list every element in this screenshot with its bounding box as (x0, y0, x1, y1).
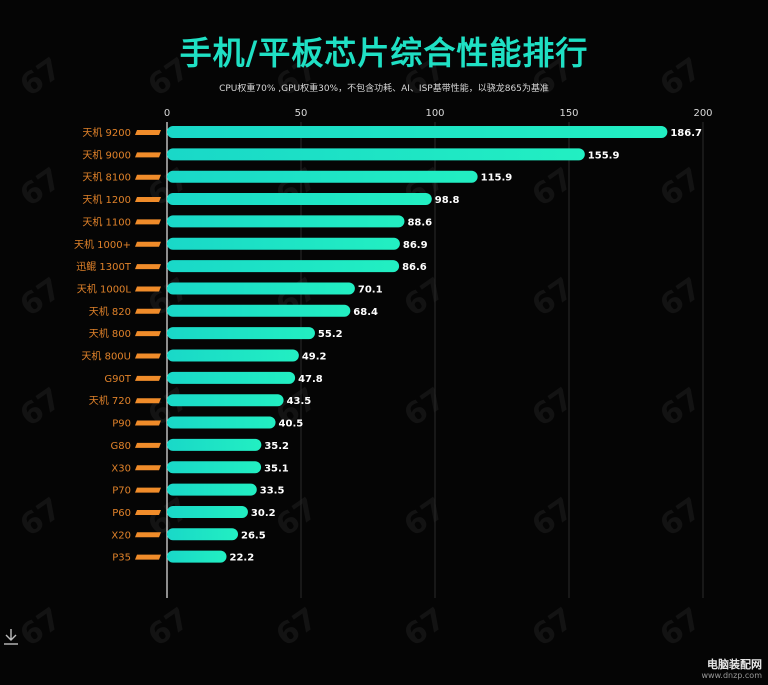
value-label: 33.5 (260, 486, 285, 497)
chart-title: 手机/平板芯片综合性能排行 (179, 34, 589, 72)
chip-badge-icon (135, 465, 161, 471)
download-icon[interactable] (3, 628, 19, 646)
chip-badge-icon (135, 509, 161, 515)
x-tick-label: 200 (693, 108, 712, 119)
bar (167, 282, 355, 295)
value-label: 86.6 (402, 262, 427, 273)
category-label: 天机 800 (89, 327, 131, 340)
value-label: 115.9 (481, 173, 513, 184)
category-label: 天机 1200 (82, 193, 131, 206)
bar (167, 416, 276, 429)
value-label: 40.5 (279, 419, 304, 430)
category-label: 迅鲲 1300T (76, 260, 132, 273)
value-label: 30.2 (251, 508, 276, 519)
bar (167, 237, 400, 250)
bar (167, 215, 405, 228)
value-label: 98.8 (435, 195, 460, 206)
value-label: 155.9 (588, 150, 620, 161)
chip-badge-icon (135, 353, 161, 359)
chip-badge-icon (135, 219, 161, 225)
bar (167, 528, 239, 541)
bar (167, 349, 299, 362)
bar (167, 438, 262, 451)
value-label: 186.7 (670, 128, 702, 139)
category-label: 天机 9200 (82, 126, 131, 139)
x-tick-label: 150 (559, 108, 578, 119)
chip-badge-icon (135, 174, 161, 180)
chip-badge-icon (135, 487, 161, 493)
bar (167, 483, 257, 496)
site-url: www.dnzp.com (701, 671, 763, 680)
category-label: P60 (112, 508, 131, 519)
chart-subtitle: CPU权重70% ,GPU权重30%，不包含功耗、AI、ISP基带性能，以骁龙8… (219, 84, 549, 94)
bar (167, 505, 248, 518)
bar (167, 461, 262, 474)
value-label: 49.2 (302, 352, 327, 363)
site-name: 电脑装配网 (707, 658, 762, 671)
chip-badge-icon (135, 197, 161, 203)
bar (167, 260, 400, 273)
value-label: 35.1 (264, 463, 289, 474)
category-label: X20 (111, 530, 131, 541)
category-label: P35 (112, 553, 131, 564)
bar (167, 394, 284, 407)
x-tick-label: 0 (164, 108, 170, 119)
chip-badge-icon (135, 286, 161, 292)
value-label: 35.2 (264, 441, 289, 452)
category-label: P90 (112, 419, 131, 430)
category-label: 天机 9000 (82, 148, 131, 161)
x-tick-label: 50 (295, 108, 308, 119)
chip-badge-icon (135, 442, 161, 448)
value-label: 43.5 (287, 396, 312, 407)
value-label: 86.9 (403, 240, 428, 251)
category-label: 天机 820 (89, 305, 131, 318)
value-label: 26.5 (241, 530, 266, 541)
bar (167, 327, 315, 340)
bar (167, 193, 432, 206)
chip-badge-icon (135, 331, 161, 337)
category-label: X30 (111, 463, 131, 474)
category-label: P70 (112, 486, 131, 497)
category-label: 天机 720 (89, 394, 131, 407)
value-label: 70.1 (358, 284, 383, 295)
chip-badge-icon (135, 152, 161, 158)
value-label: 55.2 (318, 329, 343, 340)
value-label: 22.2 (229, 553, 254, 564)
site-logo: 电脑装配网 www.dnzp.com (702, 659, 763, 681)
chip-badge-icon (135, 554, 161, 560)
value-label: 88.6 (407, 217, 432, 228)
chip-badge-icon (135, 532, 161, 538)
chip-badge-icon (135, 420, 161, 426)
bar (167, 148, 585, 161)
value-label: 47.8 (298, 374, 323, 385)
bar (167, 126, 668, 138)
chip-badge-icon (135, 375, 161, 381)
bar (167, 371, 296, 384)
bar (167, 170, 478, 183)
chip-badge-icon (135, 130, 161, 135)
category-label: 天机 1000+ (74, 238, 131, 251)
category-label: 天机 800U (81, 350, 131, 363)
category-label: G80 (111, 441, 131, 452)
chip-badge-icon (135, 264, 161, 270)
category-label: 天机 1100 (82, 215, 131, 228)
category-label: G90T (104, 374, 131, 385)
x-tick-label: 100 (425, 108, 444, 119)
chip-badge-icon (135, 241, 161, 247)
chip-badge-icon (135, 398, 161, 404)
bar (167, 550, 227, 563)
category-label: 天机 8100 (82, 171, 131, 184)
value-label: 68.4 (353, 307, 378, 318)
category-label: 天机 1000L (77, 282, 132, 295)
chip-badge-icon (135, 308, 161, 314)
bar (167, 304, 351, 317)
